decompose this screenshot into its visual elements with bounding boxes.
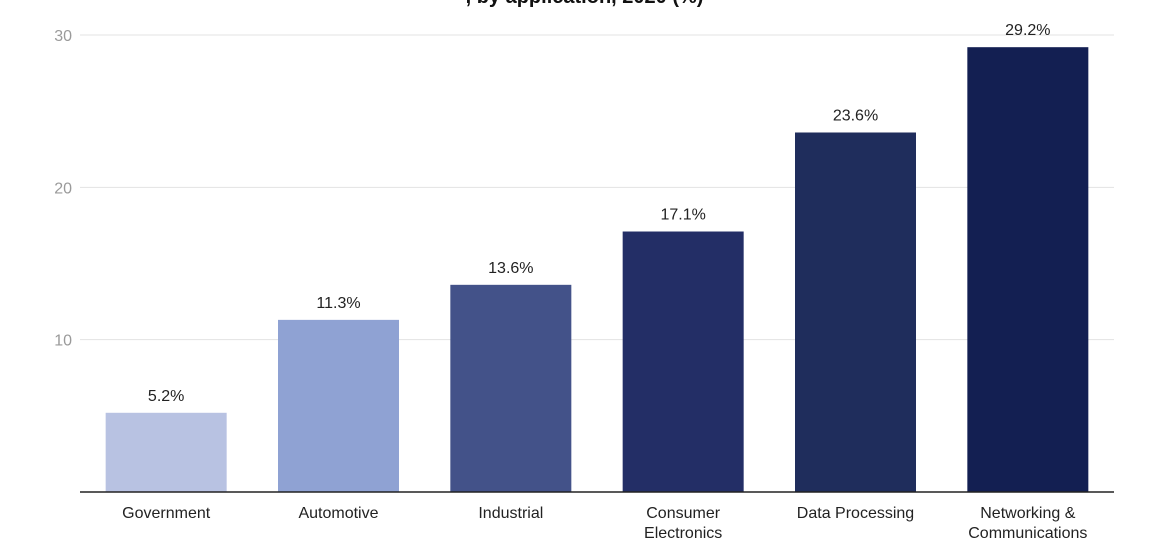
x-tick-label-1: Automotive xyxy=(298,505,378,522)
x-tick-label-line: Communications xyxy=(968,525,1087,542)
x-tick-label-line: Consumer xyxy=(646,505,720,522)
x-tick-label-line: Automotive xyxy=(298,505,378,522)
data-label-1: 11.3% xyxy=(316,295,360,312)
bar-5 xyxy=(967,47,1089,492)
x-tick-label-2: Industrial xyxy=(478,505,543,522)
x-tick-label-3: Consumer Electronics xyxy=(644,505,722,542)
x-tick-label-line: Industrial xyxy=(478,505,543,522)
chart-title: , by application, 2020 (%) xyxy=(0,0,1169,9)
data-label-0: 5.2% xyxy=(148,388,184,405)
x-tick-label-0: Government xyxy=(122,505,211,522)
bar-2 xyxy=(450,284,572,492)
x-tick-label-line: Data Processing xyxy=(797,505,914,522)
x-tick-label-4: Data Processing xyxy=(797,505,914,522)
y-tick-label-10: 10 xyxy=(54,333,72,350)
bar-3 xyxy=(622,231,744,492)
bar-1 xyxy=(278,319,399,492)
x-tick-label-line: Electronics xyxy=(644,525,722,542)
data-label-4: 23.6% xyxy=(833,107,878,124)
y-tick-label-20: 20 xyxy=(54,180,72,197)
data-label-3: 17.1% xyxy=(660,207,705,224)
y-tick-label-30: 30 xyxy=(54,28,72,45)
x-tick-label-line: Networking & xyxy=(980,505,1075,522)
data-label-2: 13.6% xyxy=(488,260,533,277)
data-label-5: 29.2% xyxy=(1005,22,1050,39)
x-tick-label-line: Government xyxy=(122,505,211,522)
x-tick-label-5: Networking & Communications xyxy=(968,505,1087,542)
bar-0 xyxy=(105,412,227,492)
bar-4 xyxy=(795,132,916,492)
